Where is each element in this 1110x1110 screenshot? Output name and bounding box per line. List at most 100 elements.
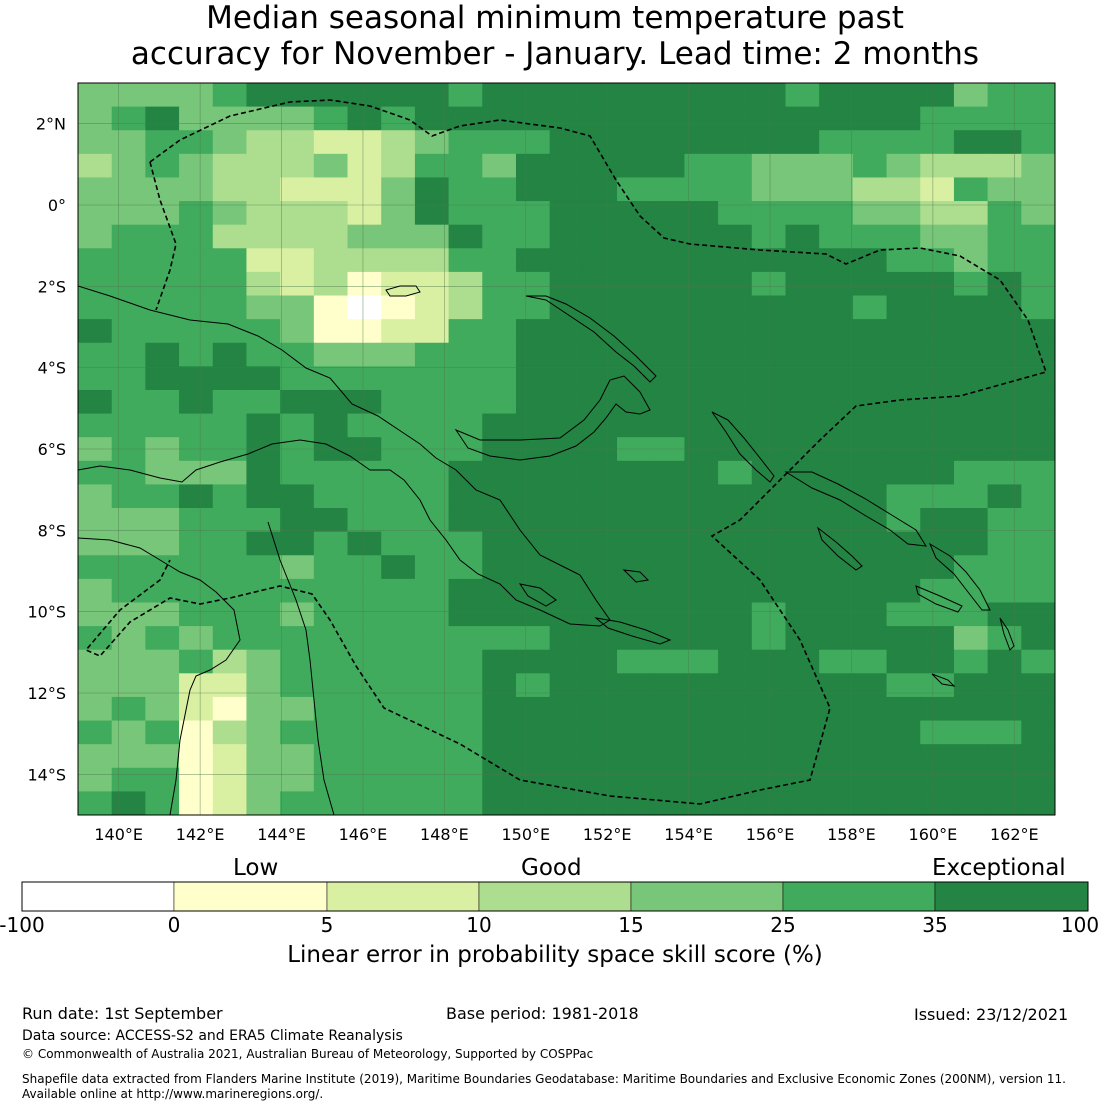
- skill-cell: [179, 83, 214, 108]
- skill-cell: [684, 130, 719, 155]
- skill-cell: [852, 295, 888, 320]
- skill-cell: [414, 791, 450, 815]
- skill-cell: [414, 177, 450, 202]
- skill-cell: [515, 201, 551, 226]
- skill-cell: [1021, 531, 1055, 556]
- skill-cell: [414, 767, 450, 792]
- skill-cell: [1021, 319, 1055, 344]
- longitude-label: 140°E: [94, 825, 143, 844]
- skill-cell: [953, 744, 989, 769]
- skill-cell: [1021, 389, 1055, 415]
- skill-cell: [482, 508, 517, 533]
- skill-cell: [987, 649, 1022, 674]
- skill-cell: [111, 413, 146, 438]
- skill-cell: [819, 342, 854, 367]
- skill-cell: [751, 791, 787, 815]
- skill-cell: [381, 626, 416, 651]
- skill-cell: [920, 744, 955, 769]
- skill-cell: [583, 555, 618, 580]
- skill-cell: [482, 649, 517, 674]
- skill-cell: [751, 342, 787, 367]
- map-title: Median seasonal minimum temperature past…: [0, 0, 1110, 72]
- skill-cell: [381, 508, 416, 533]
- coastline-rennell: [931, 673, 956, 687]
- skill-cell: [953, 224, 989, 249]
- skill-cell: [819, 460, 854, 486]
- skill-cell: [347, 224, 382, 249]
- skill-cell: [145, 602, 180, 627]
- longitude-label: 152°E: [583, 825, 632, 844]
- skill-cell: [179, 319, 214, 344]
- skill-cell: [953, 460, 989, 486]
- skill-cell: [617, 673, 652, 698]
- skill-cell: [852, 177, 888, 202]
- skill-cell: [246, 177, 281, 202]
- skill-cell: [852, 248, 888, 273]
- skill-cell: [179, 248, 214, 273]
- skill-cell: [718, 83, 753, 108]
- skill-cell: [684, 83, 719, 108]
- skill-cell: [515, 319, 551, 344]
- skill-cell: [246, 484, 281, 509]
- skill-cell: [852, 366, 888, 391]
- skill-cell: [886, 342, 921, 367]
- skill-cell: [78, 673, 113, 698]
- skill-cell: [414, 366, 450, 391]
- skill-cell: [920, 271, 955, 297]
- skill-cell: [583, 319, 618, 344]
- skill-cell: [1021, 295, 1055, 320]
- skill-cell: [414, 201, 450, 226]
- skill-cell: [145, 744, 180, 769]
- skill-cell: [617, 696, 652, 722]
- skill-cell: [819, 578, 854, 604]
- skill-cell: [987, 460, 1022, 486]
- skill-cell: [751, 106, 787, 131]
- skill-cell: [583, 649, 618, 674]
- skill-cell: [852, 271, 888, 297]
- skill-cell: [448, 130, 483, 155]
- skill-cell: [347, 626, 382, 651]
- skill-cell: [987, 389, 1022, 415]
- skill-cell: [482, 484, 517, 509]
- skill-cell: [650, 602, 686, 627]
- skill-cell: [280, 389, 315, 415]
- skill-cell: [751, 248, 787, 273]
- colorbar-tick: 35: [922, 913, 948, 937]
- skill-cell: [785, 201, 820, 226]
- skill-cell: [145, 106, 180, 131]
- skill-cell: [111, 342, 146, 367]
- skill-cell: [347, 366, 382, 391]
- skill-cell: [785, 673, 820, 698]
- skill-cell: [78, 130, 113, 155]
- skill-cell: [819, 224, 854, 249]
- skill-cell: [886, 224, 921, 249]
- coastline-cape-york: [78, 537, 241, 815]
- skill-cell: [852, 602, 888, 627]
- skill-cell: [515, 153, 551, 179]
- skill-cell: [953, 83, 989, 108]
- skill-cell: [145, 177, 180, 202]
- skill-cell: [212, 460, 248, 486]
- skill-cell: [246, 791, 281, 815]
- skill-cell: [381, 224, 416, 249]
- skill-cell: [886, 319, 921, 344]
- skill-cell: [448, 248, 483, 273]
- skill-cell: [482, 177, 517, 202]
- skill-cell: [819, 602, 854, 627]
- skill-cell: [381, 201, 416, 226]
- skill-cell: [718, 130, 753, 155]
- skill-cell: [987, 673, 1022, 698]
- skill-cell: [583, 83, 618, 108]
- skill-cell: [111, 366, 146, 391]
- skill-cell: [313, 224, 349, 249]
- skill-cell: [448, 578, 483, 604]
- skill-cell: [785, 83, 820, 108]
- skill-cell: [583, 508, 618, 533]
- skill-cell: [448, 271, 483, 297]
- skill-cell: [313, 531, 349, 556]
- skill-cell: [78, 106, 113, 131]
- skill-cell: [111, 531, 146, 556]
- skill-cell: [381, 248, 416, 273]
- skill-cell: [987, 224, 1022, 249]
- skill-cell: [852, 224, 888, 249]
